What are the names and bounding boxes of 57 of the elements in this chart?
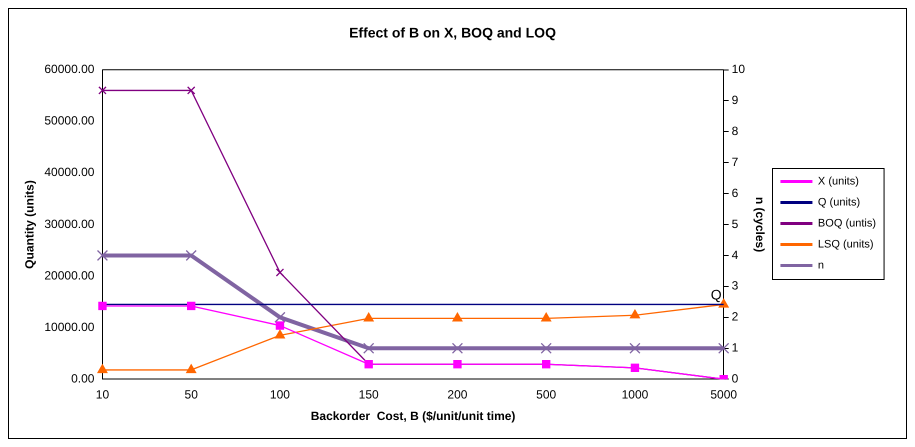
point (276, 268, 284, 277)
y-tick-label: 50000.00 (44, 114, 95, 128)
y2-tick-label: 0 (732, 372, 739, 386)
point (452, 312, 462, 322)
y-tick-label: 10000.00 (44, 320, 95, 334)
point (274, 330, 285, 339)
y2-tick-label: 10 (732, 62, 746, 76)
y2-axis-title: n (cycles) (752, 196, 767, 252)
x-tick-label: 1000 (622, 388, 649, 402)
point (187, 86, 196, 95)
point (187, 302, 196, 310)
legend-label: Q (units) (818, 196, 860, 209)
point (718, 342, 730, 354)
point (186, 364, 196, 374)
point (96, 250, 108, 262)
x-tick-label: 500 (536, 388, 557, 402)
y2-tick-label: 1 (732, 340, 739, 355)
y-axis-title: Quantity (units) (22, 180, 37, 269)
point (541, 312, 552, 322)
y2-tick-label: 5 (732, 216, 739, 231)
y-tick-label: 60000.00 (44, 62, 95, 76)
point (186, 250, 197, 262)
y2-tick-label: 6 (732, 186, 739, 200)
point (452, 342, 464, 354)
x-tick-label: 100 (270, 388, 290, 402)
point (274, 312, 286, 323)
x-tick-label: 200 (447, 388, 468, 402)
x-tick-label: 10 (96, 388, 110, 402)
point (364, 312, 374, 322)
y2-tick-label: 8 (732, 124, 739, 138)
annotation: Q (710, 286, 722, 302)
x-tick-label: 5000 (710, 388, 738, 402)
legend-label: X (units) (818, 176, 859, 188)
point (363, 342, 374, 354)
y2-tick-label: 7 (732, 154, 739, 169)
legend-label: BOQ (untis) (818, 218, 876, 230)
point (276, 321, 284, 330)
y-tick-label: 30000.00 (44, 216, 95, 231)
x-axis-title: Backorder Cost, B ($/unit/unit time) (310, 409, 516, 424)
y2-tick-label: 4 (732, 248, 739, 262)
chart-title: Effect of B on X, BOQ and LOQ (349, 24, 556, 40)
y2-tick-label: 2 (732, 310, 739, 324)
point (97, 364, 108, 374)
point (630, 310, 640, 318)
point (98, 86, 107, 95)
y2-tick-label: 3 (732, 278, 739, 293)
point (540, 342, 552, 354)
y-tick-label: 0.00 (71, 372, 95, 386)
legend-label: n (818, 260, 824, 272)
point (98, 302, 107, 310)
y-tick-label: 40000.00 (44, 165, 95, 180)
x-tick-label: 150 (358, 388, 380, 402)
legend-label: LSQ (units) (818, 238, 874, 251)
point (629, 342, 641, 354)
y2-tick-label: 9 (732, 93, 739, 108)
x-tick-label: 50 (184, 388, 198, 402)
y-tick-label: 20000.00 (44, 268, 95, 282)
